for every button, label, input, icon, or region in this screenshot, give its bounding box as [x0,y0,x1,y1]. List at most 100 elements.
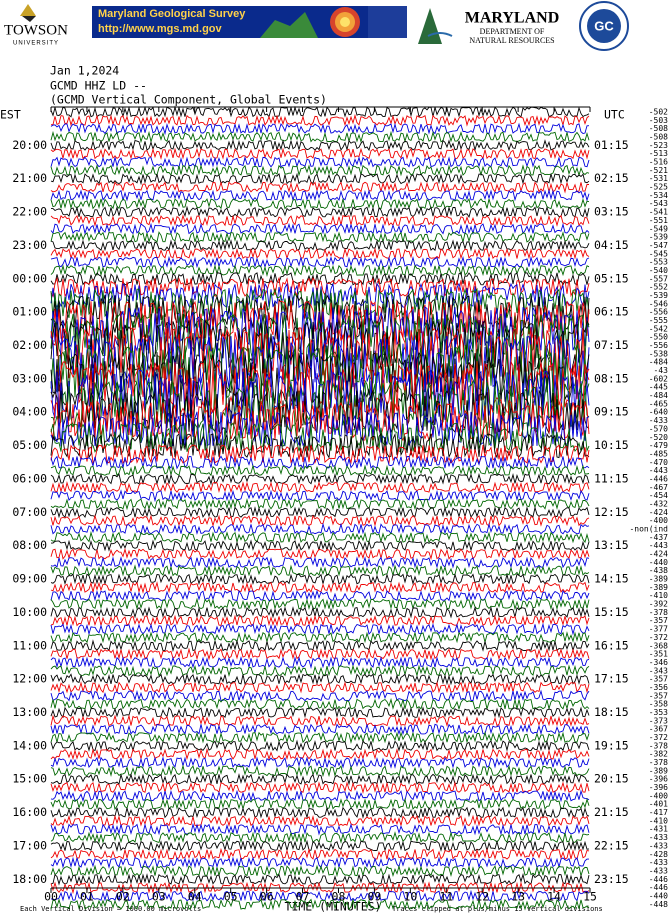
x-tick-label: 10 [403,890,417,904]
trace [50,547,590,561]
trace [50,163,590,177]
right-hour: 05:15 [594,271,629,285]
trace-label: -378 [649,608,668,617]
trace [50,606,590,619]
trace-label: -346 [649,658,668,667]
trace [50,689,590,703]
trace-label: -433 [649,841,668,850]
trace [50,898,590,911]
trace [50,514,590,528]
x-tick-label: 00 [44,890,58,904]
college-logo: GC [579,1,629,51]
trace [50,714,590,727]
trace [50,443,590,465]
trace-label: -378 [649,758,668,767]
trace [50,539,590,552]
towson-sub: UNIVERSITY [13,41,59,47]
trace-label: -546 [649,299,668,308]
trace-label: -556 [649,308,668,317]
x-tick-label: 14 [547,890,561,904]
trace [50,130,590,144]
left-hour: 13:00 [12,705,47,719]
trace [50,864,590,878]
trace-label: -553 [649,258,668,267]
right-hour: 21:15 [594,805,629,819]
right-hour: 13:15 [594,538,629,552]
trace-label: -525 [649,183,668,192]
mgs-banner: Maryland Geological Survey http://www.mg… [92,6,407,38]
trace [50,581,590,594]
trace-label: -389 [649,583,668,592]
trace-label: -557 [649,274,668,283]
trace-label: -368 [649,641,668,650]
trace-label: -396 [649,783,668,792]
trace-label: -443 [649,541,668,550]
left-hour: 07:00 [12,505,47,519]
trace-label: -448 [649,900,668,909]
trace [50,327,590,381]
trace-label: -523 [649,141,668,150]
trace-label: -470 [649,458,668,467]
trace-label: -640 [649,408,668,417]
x-tick-label: 01 [80,890,94,904]
trace [50,822,590,836]
trace-label: -433 [649,866,668,875]
trace [50,147,590,160]
right-zone: UTC [604,108,625,122]
trace [50,222,590,236]
trace-label: -356 [649,683,668,692]
trace-label: -358 [649,700,668,709]
left-hour: 14:00 [12,738,47,752]
trace-label: -543 [649,199,668,208]
left-hour: 21:00 [12,171,47,185]
mgs-url: http://www.mgs.md.gov [98,23,223,35]
trace-label: -392 [649,600,668,609]
trace [50,739,590,753]
dnr-line2: NATURAL RESOURCES [469,36,554,45]
trace [50,197,590,210]
trace [50,312,590,361]
left-hour: 09:00 [12,572,47,586]
trace [50,847,590,861]
trace [50,664,590,678]
right-hour: 22:15 [594,838,629,852]
trace-label: -551 [649,216,668,225]
trace-label: -547 [649,241,668,250]
trace-label: -389 [649,575,668,584]
trace [50,113,590,127]
trace-label: -433 [649,833,668,842]
mgs-title: Maryland Geological Survey [98,8,246,20]
trace-label: -454 [649,491,668,500]
trace [50,639,590,653]
trace-label: -431 [649,825,668,834]
trace-label: -479 [649,441,668,450]
left-hour: 01:00 [12,305,47,319]
trace-label: -508 [649,124,668,133]
trace [50,705,590,719]
x-tick-label: 15 [583,890,597,904]
trace [50,731,590,744]
right-hour: 12:15 [594,505,629,519]
trace [50,814,590,828]
trace [50,881,590,895]
left-hour: 05:00 [12,438,47,452]
x-tick-label: 03 [152,890,166,904]
trace-label: -556 [649,341,668,350]
trace [50,681,590,694]
left-hour: 02:00 [12,338,47,352]
trace-label: -401 [649,800,668,809]
trace [50,772,590,786]
left-hour: 12:00 [12,672,47,686]
trace-label: -467 [649,483,668,492]
right-hour: 17:15 [594,672,629,686]
traces [50,105,590,911]
left-hour: 11:00 [12,638,47,652]
trace-label: -531 [649,174,668,183]
trace-label: -382 [649,750,668,759]
trace [50,789,590,803]
trace-label: -443 [649,466,668,475]
trace [50,831,590,844]
right-hour: 07:15 [594,338,629,352]
trace-label: -545 [649,249,668,258]
